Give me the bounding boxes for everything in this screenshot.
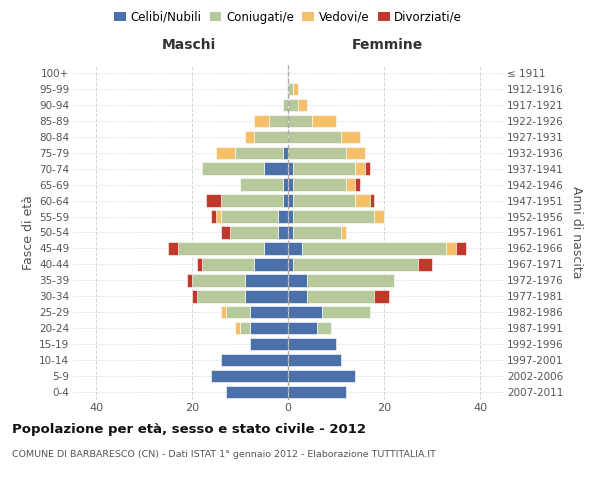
Bar (250, 306, 288, 318)
Bar (288, 98, 298, 111)
Bar (235, 322, 240, 334)
Bar (288, 194, 293, 207)
Bar (283, 194, 288, 207)
Bar (446, 242, 456, 254)
Bar (355, 178, 360, 191)
Bar (206, 194, 221, 207)
Bar (355, 162, 365, 175)
Bar (288, 162, 293, 175)
Bar (192, 274, 245, 286)
Text: Maschi: Maschi (161, 38, 216, 52)
Bar (202, 162, 264, 175)
Bar (288, 114, 312, 127)
Bar (254, 130, 288, 143)
Bar (456, 242, 466, 254)
Bar (307, 274, 394, 286)
Bar (254, 258, 288, 270)
Bar (293, 258, 418, 270)
Bar (288, 386, 346, 398)
Bar (288, 242, 302, 254)
Bar (341, 226, 346, 238)
Bar (178, 242, 264, 254)
Bar (211, 210, 216, 223)
Bar (221, 226, 230, 238)
Bar (374, 210, 384, 223)
Bar (293, 210, 374, 223)
Y-axis label: Fasce di età: Fasce di età (22, 195, 35, 270)
Bar (346, 178, 355, 191)
Bar (187, 274, 192, 286)
Bar (235, 146, 283, 159)
Bar (322, 306, 370, 318)
Bar (283, 98, 288, 111)
Bar (250, 322, 288, 334)
Bar (278, 226, 288, 238)
Bar (254, 114, 269, 127)
Bar (288, 306, 322, 318)
Bar (216, 146, 235, 159)
Bar (317, 322, 331, 334)
Text: COMUNE DI BARBARESCO (CN) - Dati ISTAT 1° gennaio 2012 - Elaborazione TUTTITALIA: COMUNE DI BARBARESCO (CN) - Dati ISTAT 1… (12, 450, 436, 459)
Bar (240, 322, 250, 334)
Bar (197, 290, 245, 302)
Bar (288, 178, 293, 191)
Bar (288, 146, 346, 159)
Bar (245, 274, 288, 286)
Bar (288, 322, 317, 334)
Bar (283, 146, 288, 159)
Text: Popolazione per età, sesso e stato civile - 2012: Popolazione per età, sesso e stato civil… (12, 422, 366, 436)
Bar (221, 210, 278, 223)
Bar (370, 194, 374, 207)
Bar (288, 258, 293, 270)
Bar (221, 306, 226, 318)
Bar (264, 242, 288, 254)
Bar (192, 290, 197, 302)
Bar (293, 82, 298, 95)
Bar (293, 226, 341, 238)
Bar (202, 258, 254, 270)
Bar (283, 178, 288, 191)
Bar (221, 354, 288, 366)
Bar (245, 290, 288, 302)
Bar (355, 194, 370, 207)
Bar (365, 162, 370, 175)
Text: Femmine: Femmine (352, 38, 423, 52)
Bar (245, 130, 254, 143)
Bar (230, 226, 278, 238)
Bar (197, 258, 202, 270)
Bar (250, 338, 288, 350)
Bar (418, 258, 432, 270)
Bar (226, 386, 288, 398)
Bar (288, 274, 307, 286)
Legend: Celibi/Nubili, Coniugati/e, Vedovi/e, Divorziati/e: Celibi/Nubili, Coniugati/e, Vedovi/e, Di… (114, 10, 462, 24)
Bar (346, 146, 365, 159)
Bar (341, 130, 360, 143)
Bar (288, 210, 293, 223)
Bar (216, 210, 221, 223)
Bar (288, 370, 355, 382)
Bar (278, 210, 288, 223)
Bar (288, 290, 307, 302)
Y-axis label: Anni di nascita: Anni di nascita (571, 186, 583, 279)
Bar (374, 290, 389, 302)
Bar (288, 130, 341, 143)
Bar (293, 162, 355, 175)
Bar (269, 114, 288, 127)
Bar (288, 338, 336, 350)
Bar (302, 242, 446, 254)
Bar (293, 194, 355, 207)
Bar (211, 370, 288, 382)
Bar (264, 162, 288, 175)
Bar (288, 226, 293, 238)
Bar (298, 98, 307, 111)
Bar (226, 306, 250, 318)
Bar (288, 82, 293, 95)
Bar (221, 194, 283, 207)
Bar (240, 178, 283, 191)
Bar (293, 178, 346, 191)
Bar (288, 354, 341, 366)
Bar (312, 114, 336, 127)
Bar (168, 242, 178, 254)
Bar (307, 290, 374, 302)
